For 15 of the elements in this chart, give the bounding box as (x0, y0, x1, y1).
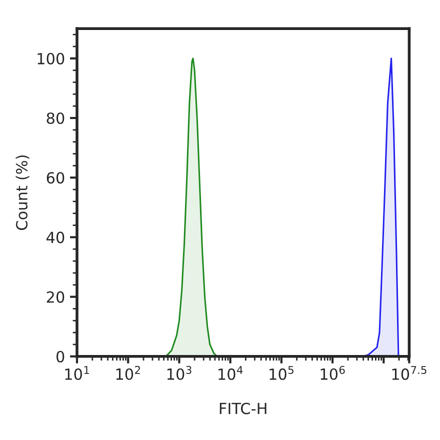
y-tick-label: 60 (46, 172, 64, 184)
y-axis-title: Count (%) (16, 155, 30, 230)
y-tick-label: 80 (46, 112, 64, 124)
x-tick-label: 10$^{3}$ (167, 366, 192, 380)
y-tick-label: 100 (38, 52, 64, 64)
x-tick-label: 10$^{7.5}$ (392, 366, 426, 380)
x-tick-label: 10$^{4}$ (218, 366, 243, 380)
x-tick-label: 10$^{6}$ (320, 366, 345, 380)
x-tick-label: 10$^{5}$ (270, 366, 294, 380)
x-tick-label: 10$^{2}$ (116, 366, 140, 380)
x-axis-title: FITC-H (220, 402, 266, 414)
y-tick-label: 20 (46, 291, 64, 303)
y-tick-label: 0 (56, 350, 64, 362)
x-tick-label: 10$^{1}$ (65, 366, 89, 380)
y-tick-label: 40 (46, 232, 64, 244)
